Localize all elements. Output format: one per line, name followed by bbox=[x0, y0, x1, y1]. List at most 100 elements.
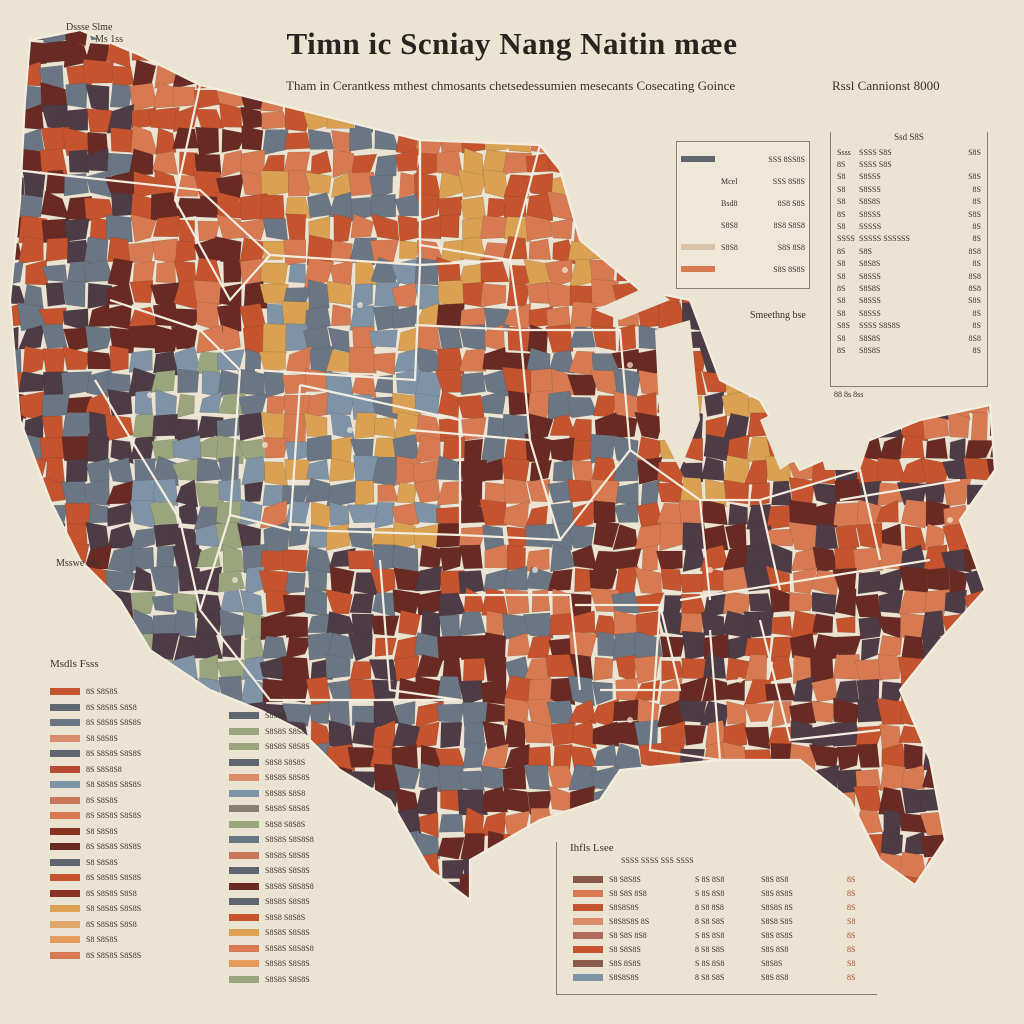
left-legend-title: Msdls Fsss bbox=[50, 658, 99, 670]
map-tile bbox=[23, 171, 46, 199]
map-tile bbox=[681, 658, 708, 680]
map-tile bbox=[811, 82, 834, 112]
map-tile bbox=[392, 876, 421, 900]
map-tile bbox=[593, 107, 614, 135]
map-tile bbox=[372, 854, 398, 878]
map-tile bbox=[285, 213, 307, 242]
map-tile bbox=[457, 169, 488, 198]
map-tile bbox=[503, 174, 530, 199]
map-tile bbox=[244, 61, 265, 88]
map-tile bbox=[260, 610, 290, 641]
map-tile bbox=[549, 812, 575, 837]
legend-label: S8S8S S8S8 bbox=[265, 726, 306, 736]
map-tile bbox=[550, 218, 573, 240]
map-tile bbox=[988, 322, 995, 351]
bottom-legend-cell: S8S8S bbox=[761, 958, 783, 968]
map-tile bbox=[105, 414, 134, 442]
map-tile bbox=[222, 634, 242, 658]
map-tile bbox=[525, 902, 552, 922]
map-tile bbox=[462, 657, 485, 683]
map-tile bbox=[569, 107, 598, 131]
map-tile bbox=[193, 855, 223, 880]
map-tile bbox=[306, 391, 331, 419]
map-tile bbox=[984, 347, 995, 376]
map-tile bbox=[969, 699, 995, 724]
bottom-legend-row: S8 S8S 8S8 S 8S 8S8 S8S 8S8S 8S bbox=[557, 886, 877, 900]
map-tile bbox=[812, 764, 840, 791]
map-tile bbox=[941, 680, 968, 702]
map-tile bbox=[10, 282, 26, 305]
map-tile bbox=[985, 814, 995, 837]
map-tile bbox=[282, 549, 308, 573]
map-tile bbox=[440, 722, 463, 749]
map-tile bbox=[940, 658, 970, 682]
map-tile bbox=[439, 903, 464, 923]
map-tile bbox=[436, 196, 463, 219]
map-tile bbox=[170, 763, 195, 793]
map-tile bbox=[635, 216, 658, 243]
map-tile bbox=[18, 324, 45, 350]
bottom-legend-cell: 8S bbox=[847, 888, 856, 898]
map-tile bbox=[109, 83, 134, 108]
map-tile bbox=[371, 456, 400, 487]
map-tile bbox=[485, 854, 504, 882]
map-tile bbox=[264, 461, 289, 487]
map-tile bbox=[65, 82, 88, 109]
map-tile bbox=[611, 129, 637, 155]
map-tile bbox=[173, 609, 196, 637]
legend-label: S8 S8S8S S8S8S bbox=[86, 780, 142, 790]
map-tile bbox=[415, 414, 444, 442]
map-tile bbox=[219, 609, 245, 639]
map-tile bbox=[852, 786, 883, 811]
map-tile bbox=[107, 502, 133, 527]
legend-row: S8S8S S8S8S bbox=[229, 894, 314, 910]
map-tile bbox=[349, 807, 373, 838]
stats-cell: S8S bbox=[859, 246, 872, 256]
map-tile bbox=[835, 616, 856, 633]
legend-row: S8S8S S8S8S8 bbox=[229, 832, 314, 848]
map-tile bbox=[41, 415, 64, 441]
map-tile bbox=[65, 458, 89, 485]
legend-label: 8S S8S8S S8S8S bbox=[86, 718, 142, 728]
map-tile bbox=[834, 588, 857, 617]
map-tile bbox=[771, 701, 792, 728]
map-tile bbox=[944, 589, 967, 615]
map-tile bbox=[434, 748, 466, 769]
map-tile bbox=[988, 216, 995, 243]
map-tile bbox=[722, 590, 752, 615]
map-tile bbox=[588, 195, 618, 217]
map-tile bbox=[326, 523, 351, 551]
map-tile bbox=[990, 720, 995, 747]
bottom-legend-cell: 8S bbox=[847, 874, 856, 884]
map-tile bbox=[503, 501, 530, 529]
map-tile bbox=[501, 788, 530, 814]
map-tile bbox=[571, 152, 597, 176]
map-tile bbox=[149, 876, 178, 900]
map-tile bbox=[347, 527, 374, 551]
map-tile bbox=[86, 369, 113, 398]
legend-swatch bbox=[573, 973, 603, 981]
map-tile bbox=[261, 635, 288, 659]
map-tile bbox=[221, 128, 247, 153]
map-tile bbox=[215, 173, 245, 199]
map-tile bbox=[172, 104, 200, 133]
map-tile bbox=[768, 791, 793, 816]
legend-row: S8S8S S8S8S bbox=[229, 770, 314, 786]
legend-label: S8S8 S8S8S bbox=[265, 912, 306, 922]
map-tile bbox=[346, 504, 379, 524]
map-tile bbox=[18, 371, 46, 393]
map-tile bbox=[10, 83, 27, 109]
map-tile bbox=[260, 194, 285, 222]
map-tile bbox=[971, 767, 993, 791]
legend-row: S8S8 S8S8S bbox=[229, 817, 314, 833]
map-tile bbox=[703, 652, 727, 679]
map-tile bbox=[552, 459, 574, 483]
legend-swatch bbox=[50, 827, 80, 835]
legend-row: S8S8S S8S8S bbox=[229, 863, 314, 879]
map-tile bbox=[458, 526, 488, 551]
map-tile bbox=[21, 613, 42, 641]
map-tile bbox=[530, 807, 554, 835]
map-tile bbox=[10, 656, 24, 685]
map-tile bbox=[68, 149, 90, 173]
map-tile bbox=[747, 344, 774, 371]
